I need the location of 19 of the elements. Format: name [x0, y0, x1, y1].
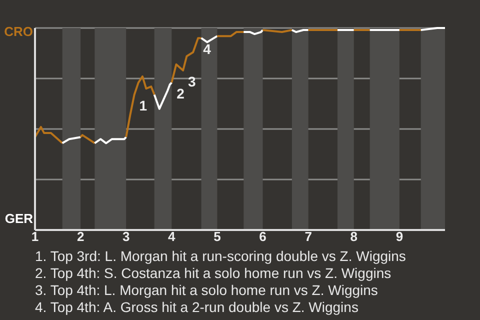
- annotation: 1: [139, 98, 148, 114]
- text: 4. Top 4th: A. Gross hit a 2-run double vs Z. Wiggins: [35, 299, 360, 316]
- x-tick-label: 8: [350, 229, 358, 244]
- text: GER: [4, 211, 33, 226]
- annotation: 4: [203, 41, 212, 58]
- x-tick-label: 1: [31, 229, 39, 244]
- annotation: 3: [188, 73, 196, 90]
- x-tick-label: 4: [168, 229, 176, 244]
- annotation: 2: [176, 86, 185, 102]
- x-tick-label: 7: [304, 229, 312, 244]
- x-tick-label: 3: [122, 229, 130, 244]
- text: 1. Top 3rd: L. Morgan hit a run-scoring double vs Z. Wiggins: [35, 248, 406, 265]
- x-tick-label: 6: [259, 229, 266, 244]
- text: CRO: [3, 24, 33, 39]
- x-tick-label: 5: [214, 229, 221, 244]
- x-tick-label: 2: [76, 229, 84, 244]
- text: 2. Top 4th: S. Costanza hit a solo home run vs Z. Wiggins: [35, 265, 392, 282]
- x-tick-label: 9: [396, 229, 404, 244]
- text: 3. Top 4th: L. Morgan hit a solo home run vs Z. Wiggins: [35, 282, 379, 299]
